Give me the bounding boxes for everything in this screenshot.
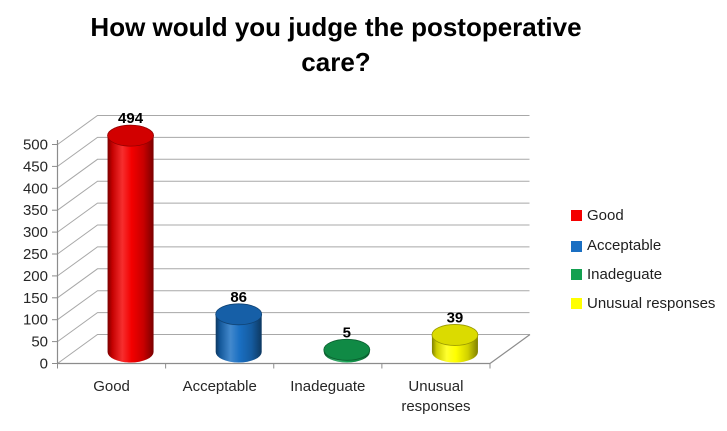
gridline (57, 246, 530, 277)
category-label: Inadeguate (290, 378, 365, 395)
gridline (57, 290, 530, 321)
data-label: 5 (343, 324, 351, 341)
gridline (57, 268, 530, 299)
y-tick-label: 50 (31, 334, 48, 351)
y-tick-label: 350 (23, 202, 48, 219)
gridline (57, 115, 530, 145)
bar-cylinder-top-3 (431, 324, 479, 346)
data-label: 86 (230, 289, 247, 306)
gridline (57, 312, 530, 343)
y-tick-label: 400 (23, 180, 48, 197)
bar-cylinder-top-1 (215, 303, 263, 326)
category-label: Good (93, 378, 130, 395)
y-tick-label: 150 (23, 290, 48, 307)
y-tick-label: 450 (23, 158, 48, 175)
chart-title: How would you judge the postoperative ca… (90, 12, 582, 77)
gridline (57, 158, 530, 189)
data-label: 494 (118, 110, 144, 127)
gridline (57, 136, 530, 167)
gridline (57, 180, 530, 211)
bar-cylinder-body-1 (215, 314, 262, 363)
bar-cylinder-top-0 (107, 124, 154, 147)
y-tick-label: 200 (23, 268, 48, 285)
y-tick-label: 250 (23, 246, 48, 263)
y-tick-label: 500 (23, 137, 48, 154)
gridline (57, 224, 530, 255)
data-label: 39 (447, 309, 464, 326)
floor-right-edge (489, 334, 531, 364)
bar-cylinder-body-0 (107, 135, 154, 363)
y-tick-label: 100 (23, 312, 48, 329)
y-tick-label: 0 (40, 356, 48, 373)
y-tick-label: 300 (23, 224, 48, 241)
bar-cylinder-top-2 (323, 338, 371, 361)
category-label: Unusual responses (401, 378, 470, 415)
gridline (57, 202, 530, 233)
gridline (57, 334, 530, 364)
category-label: Acceptable (183, 378, 257, 395)
